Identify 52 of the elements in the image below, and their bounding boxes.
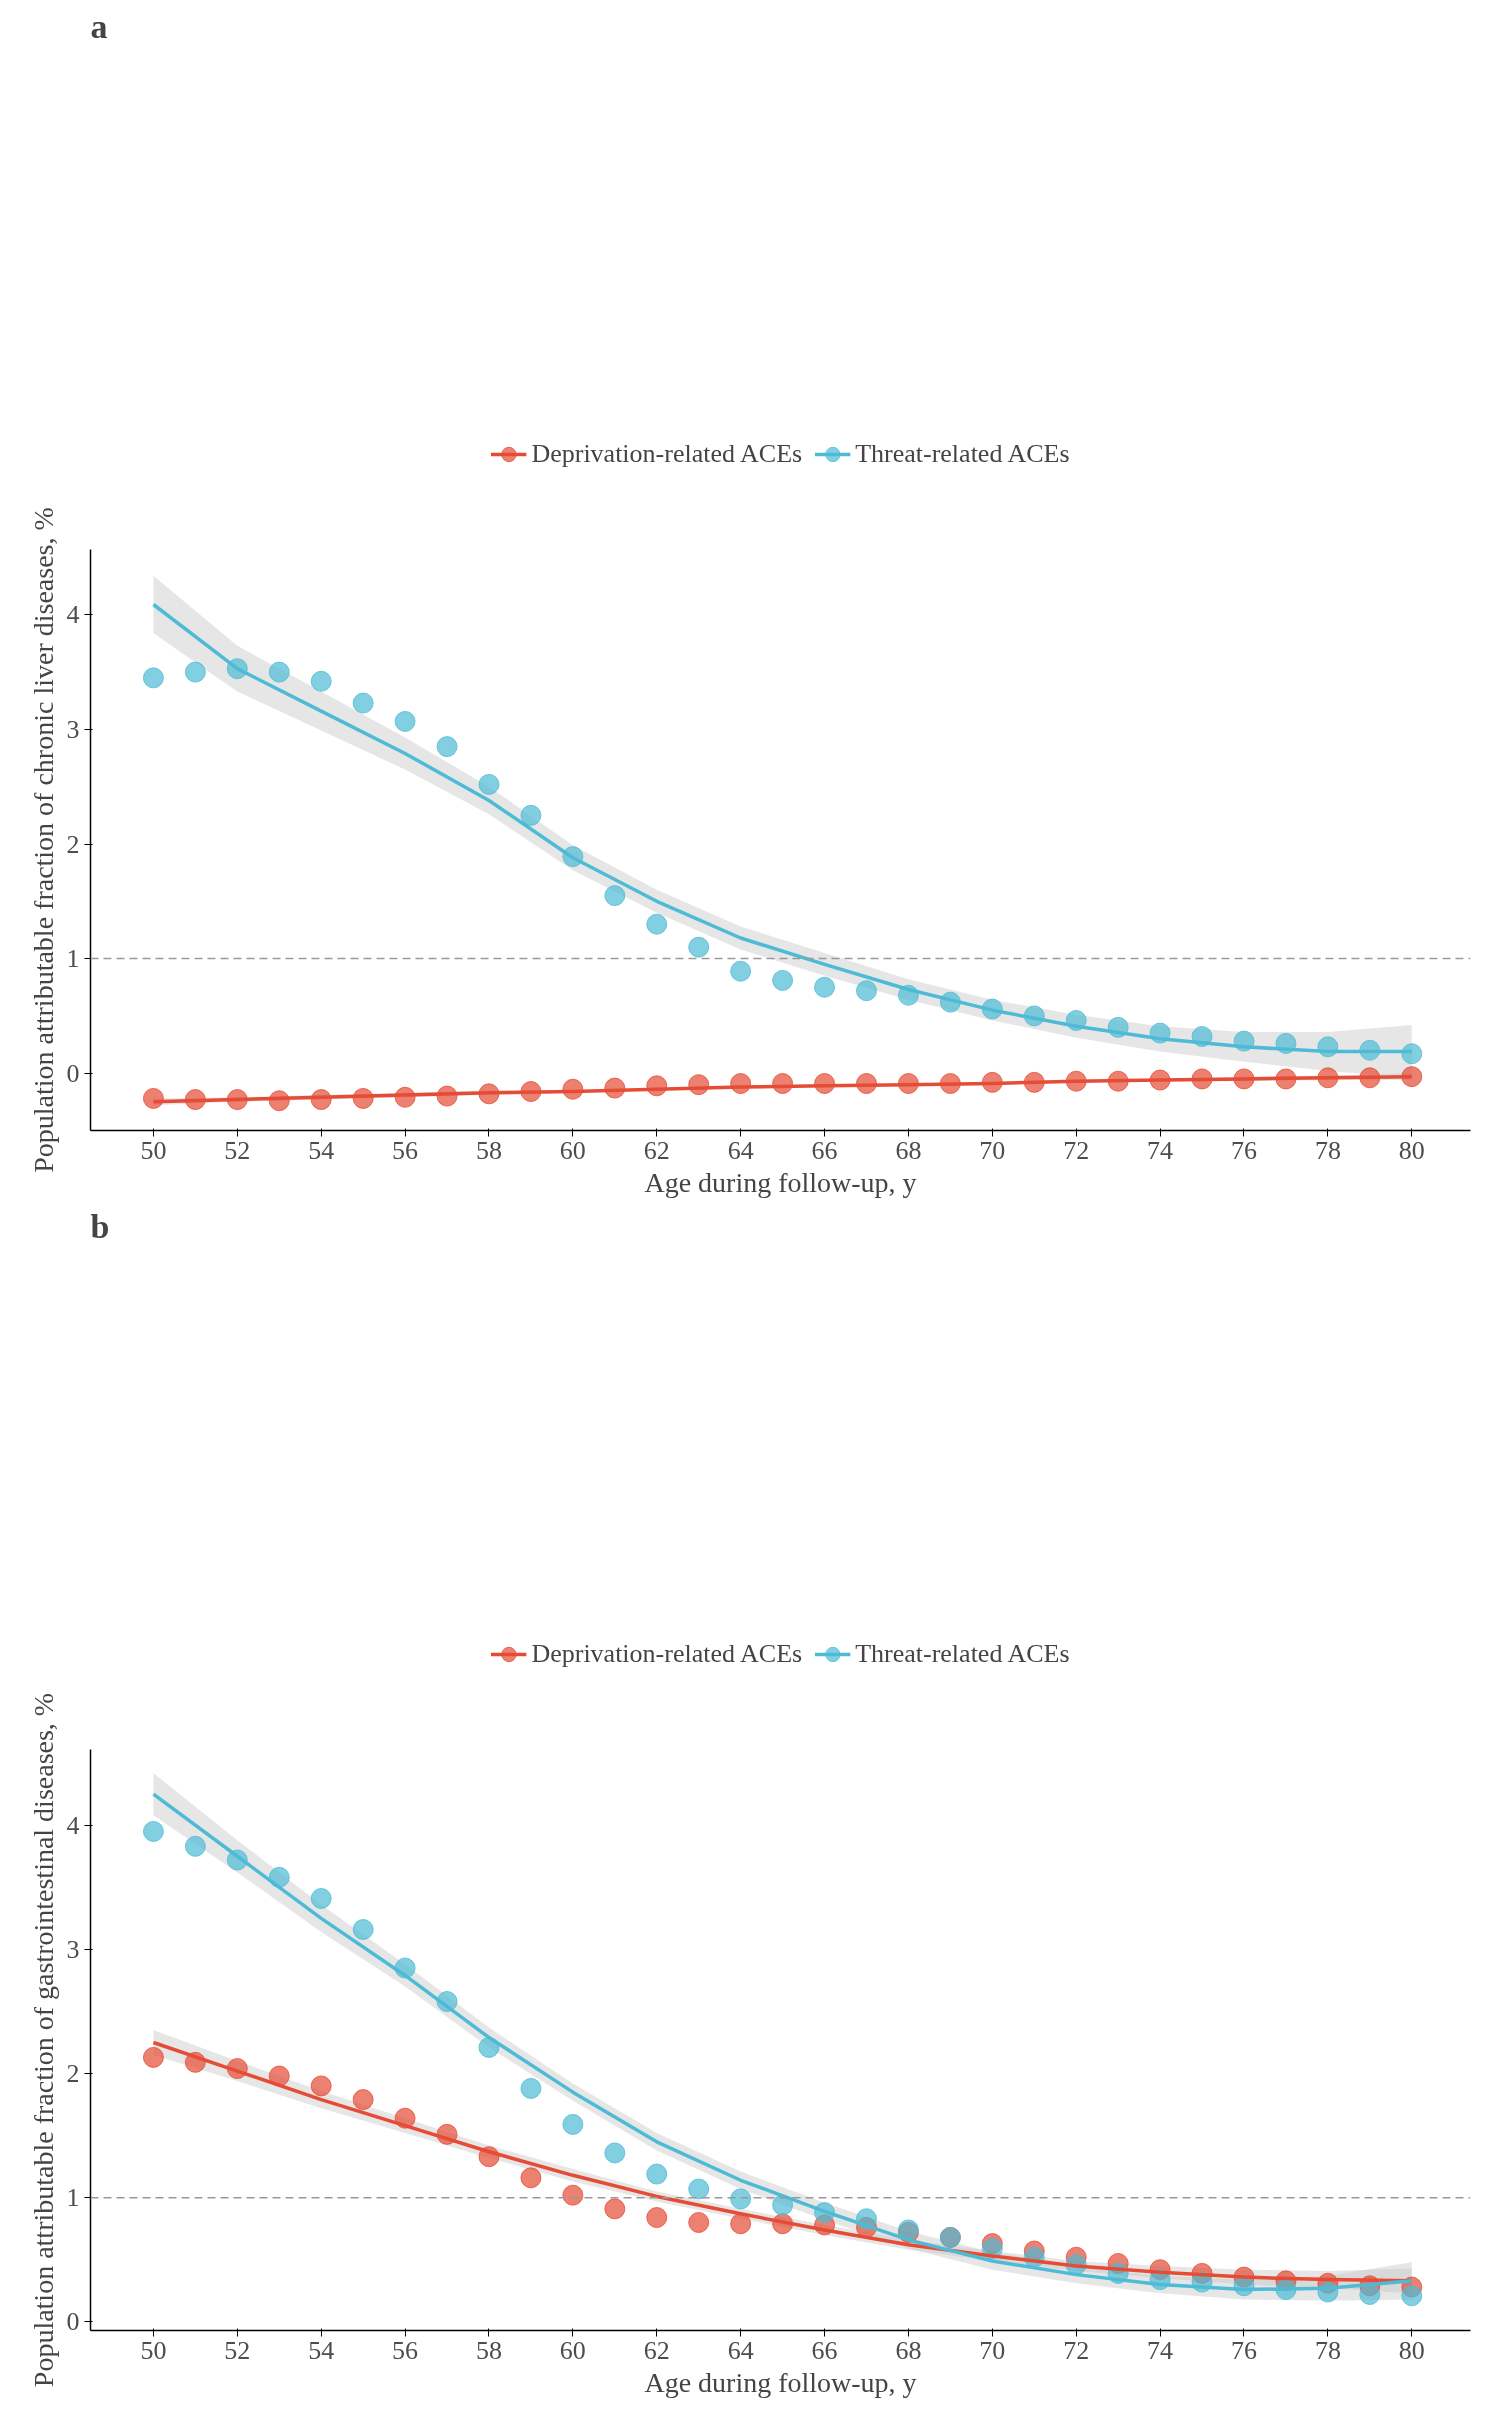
x-axis-title: Age during follow-up, y [644, 2366, 917, 2398]
x-tick-label: 76 [1231, 2335, 1257, 2365]
x-tick-label: 80 [1398, 2335, 1425, 2365]
x-axis-title: Age during follow-up, y [644, 1166, 917, 1198]
y-tick-label: 2 [66, 829, 80, 859]
x-tick-label: 66 [811, 2335, 838, 2365]
chart-title: b [90, 1207, 110, 1245]
x-tick-label: 64 [727, 1135, 754, 1165]
x-tick-label: 78 [1314, 2335, 1341, 2365]
legend-label: Threat-related ACEs [855, 1638, 1070, 1669]
legend-label: Deprivation-related ACEs [531, 438, 803, 469]
x-tick-label: 70 [979, 1135, 1006, 1165]
x-tick-label: 54 [308, 1135, 335, 1165]
y-tick-label: 4 [66, 600, 80, 630]
x-tick-label: 80 [1398, 1135, 1425, 1165]
x-tick-label: 62 [643, 2335, 670, 2365]
x-tick-label: 50 [140, 1135, 167, 1165]
y-tick-label: 1 [66, 2183, 80, 2213]
x-tick-label: 66 [811, 1135, 838, 1165]
x-tick-label: 70 [979, 2335, 1006, 2365]
x-tick-label: 60 [559, 2335, 586, 2365]
y-tick-label: 2 [66, 2059, 80, 2089]
y-axis-title: Population attributable fraction of chronic liver diseases, % [27, 507, 59, 1173]
x-tick-label: 58 [475, 2335, 502, 2365]
x-tick-label: 78 [1314, 1135, 1341, 1165]
y-tick-label: 3 [66, 714, 80, 744]
x-tick-label: 68 [895, 1135, 922, 1165]
x-tick-label: 56 [392, 2335, 419, 2365]
x-tick-label: 74 [1147, 1135, 1174, 1165]
x-tick-label: 76 [1231, 1135, 1257, 1165]
y-axis-title: Population attributable fraction of gastrointestinal diseases, % [27, 1692, 59, 2388]
x-tick-label: 64 [727, 2335, 754, 2365]
x-tick-label: 52 [224, 1135, 251, 1165]
x-tick-label: 60 [559, 1135, 586, 1165]
x-tick-label: 62 [643, 1135, 670, 1165]
y-tick-label: 4 [66, 1810, 80, 1840]
x-tick-label: 50 [140, 2335, 167, 2365]
legend-label: Threat-related ACEs [855, 438, 1070, 469]
x-tick-label: 72 [1063, 2335, 1090, 2365]
legend-label: Deprivation-related ACEs [531, 1638, 803, 1669]
y-tick-label: 3 [66, 1934, 80, 1964]
x-tick-label: 56 [392, 1135, 419, 1165]
x-tick-label: 58 [475, 1135, 502, 1165]
x-tick-label: 52 [224, 2335, 251, 2365]
chart-title: a [90, 7, 108, 45]
x-tick-label: 68 [895, 2335, 922, 2365]
y-tick-label: 1 [66, 944, 80, 974]
x-tick-label: 74 [1147, 2335, 1174, 2365]
x-tick-label: 54 [308, 2335, 335, 2365]
y-tick-label: 0 [66, 2307, 80, 2337]
x-tick-label: 72 [1063, 1135, 1090, 1165]
y-tick-label: 0 [66, 1058, 80, 1088]
